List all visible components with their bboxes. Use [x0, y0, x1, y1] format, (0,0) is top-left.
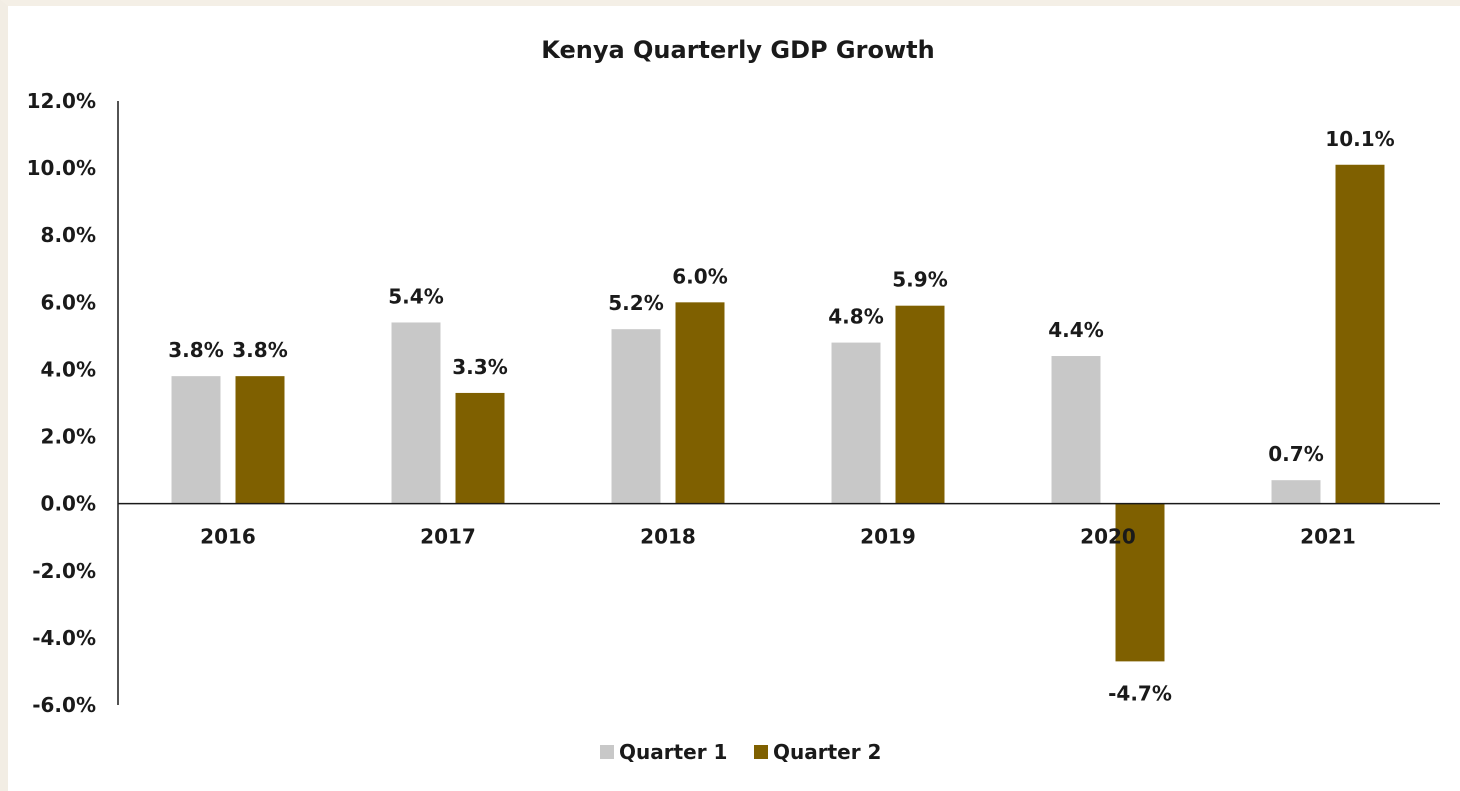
y-tick-label: -4.0%: [32, 626, 96, 650]
legend-swatch: [600, 745, 614, 759]
data-label: 5.2%: [608, 291, 663, 315]
bar-quarter-1-2019: [831, 342, 881, 504]
y-tick-label: -6.0%: [32, 693, 96, 717]
data-label: 10.1%: [1325, 127, 1394, 151]
x-category-label: 2021: [1300, 525, 1356, 549]
y-tick-label: 4.0%: [41, 357, 96, 381]
bar-quarter-1-2021: [1271, 480, 1321, 504]
legend-swatch: [754, 745, 768, 759]
chart-title: Kenya Quarterly GDP Growth: [541, 36, 934, 64]
x-category-label: 2019: [860, 525, 916, 549]
bar-quarter-2-2017: [455, 392, 505, 504]
x-category-label: 2018: [640, 525, 696, 549]
data-label: 3.8%: [232, 338, 287, 362]
bar-quarter-2-2021: [1335, 164, 1385, 504]
x-category-label: 2020: [1080, 525, 1136, 549]
y-tick-label: 12.0%: [27, 89, 96, 113]
y-tick-label: -2.0%: [32, 559, 96, 583]
y-tick-label: 8.0%: [41, 223, 96, 247]
data-label: 4.8%: [828, 305, 883, 329]
data-label: 6.0%: [672, 264, 727, 288]
bar-quarter-2-2018: [675, 302, 725, 504]
data-label: 5.4%: [388, 284, 443, 308]
bar-quarter-1-2016: [171, 376, 221, 504]
legend-label: Quarter 2: [773, 740, 881, 764]
data-label: 3.8%: [168, 338, 223, 362]
bar-quarter-2-2016: [235, 376, 285, 504]
x-category-label: 2017: [420, 525, 476, 549]
bar-quarter-1-2018: [611, 329, 661, 504]
y-tick-label: 2.0%: [41, 425, 96, 449]
bar-quarter-2-2019: [895, 305, 945, 504]
data-labels: 3.8% 3.8% 5.4% 3.3% 5.2% 6.0% 4.8% 5.9% 4.4% -4.7…: [168, 127, 1394, 706]
data-label: 0.7%: [1268, 442, 1323, 466]
legend-label: Quarter 1: [619, 740, 727, 764]
x-category-label: 2016: [200, 525, 256, 549]
y-tick-label: 6.0%: [41, 290, 96, 314]
data-label: -4.7%: [1108, 681, 1172, 705]
bar-quarter-1-2017: [391, 322, 441, 504]
bars: [171, 164, 1385, 662]
bar-quarter-2-2020: [1115, 503, 1165, 662]
y-tick-label: 10.0%: [27, 156, 96, 180]
data-label: 3.3%: [452, 355, 507, 379]
data-label: 4.4%: [1048, 318, 1103, 342]
legend: Quarter 1 Quarter 2: [600, 740, 881, 764]
y-tick-label: 0.0%: [41, 492, 96, 516]
data-label: 5.9%: [892, 268, 947, 292]
x-axis: 2016 2017 2018 2019 2020 2021: [118, 502, 1440, 549]
bar-quarter-1-2020: [1051, 356, 1101, 504]
y-axis: 12.0% 10.0% 8.0% 6.0% 4.0% 2.0% 0.0% -2.0% -4.0%…: [27, 89, 119, 717]
